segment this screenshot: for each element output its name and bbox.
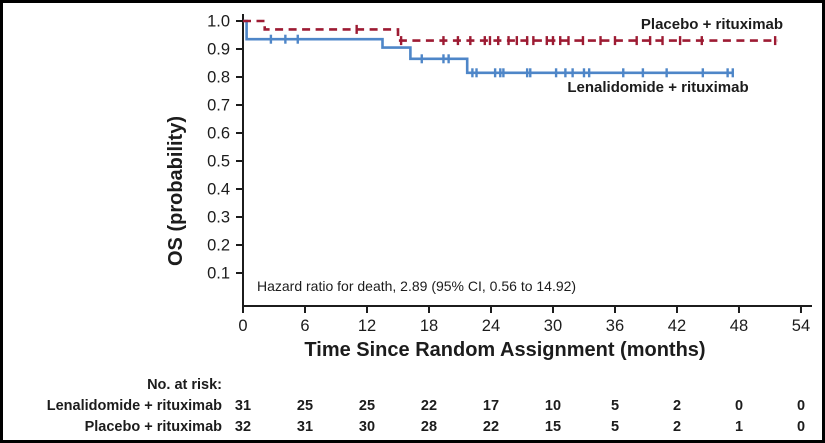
at-risk-value: 15 xyxy=(545,419,561,435)
y-tick-label: 0.7 xyxy=(207,97,230,115)
at-risk-value: 5 xyxy=(611,419,619,435)
lenalidomide-series-label: Lenalidomide + rituximab xyxy=(567,79,748,96)
at-risk-values: 31 25 25 22 17 10 5 2 0 032 31 30 28 22 15 5 2 1 0 xyxy=(235,398,805,435)
at-risk-value: 30 xyxy=(359,419,375,435)
x-tick-label: 54 xyxy=(792,317,810,335)
x-tick-label: 30 xyxy=(544,317,562,335)
at-risk-header: No. at risk: xyxy=(147,377,222,393)
at-risk-value: 31 xyxy=(235,398,251,414)
x-tick-label: 24 xyxy=(482,317,500,335)
y-axis-title: OS (probability) xyxy=(165,116,187,266)
x-tick-label: 18 xyxy=(420,317,438,335)
at-risk-row-label-placebo: Placebo + rituximab xyxy=(85,419,223,435)
at-risk-row-label-lenalidomide: Lenalidomide + rituximab xyxy=(47,398,222,414)
x-tick-label: 12 xyxy=(358,317,376,335)
x-tick-label: 48 xyxy=(730,317,748,335)
x-tick-label: 42 xyxy=(668,317,686,335)
y-tick-label: 0.3 xyxy=(207,209,230,227)
y-tick-label: 0.1 xyxy=(207,265,230,283)
y-tick-label: 0.8 xyxy=(207,69,230,87)
y-tick-label: 0.9 xyxy=(207,41,230,59)
lenalidomide-series-curve xyxy=(243,19,734,78)
y-axis-ticks: 1.0 0.9 0.8 0.7 0.6 0.5 0.4 0.3 0.2 0.1 xyxy=(207,13,243,283)
placebo-km-step-line xyxy=(243,19,778,42)
x-axis-title: Time Since Random Assignment (months) xyxy=(304,339,705,361)
x-tick-label: 36 xyxy=(606,317,624,335)
axes xyxy=(242,14,812,307)
y-tick-label: 0.6 xyxy=(207,125,230,143)
placebo-series-label: Placebo + rituximab xyxy=(641,16,783,33)
at-risk-value: 22 xyxy=(421,398,437,414)
at-risk-value: 0 xyxy=(797,419,805,435)
at-risk-value: 17 xyxy=(483,398,499,414)
at-risk-value: 28 xyxy=(421,419,437,435)
at-risk-value: 2 xyxy=(673,419,681,435)
at-risk-value: 10 xyxy=(545,398,561,414)
x-tick-label: 6 xyxy=(300,317,309,335)
placebo-series-curve xyxy=(243,19,778,46)
at-risk-value: 22 xyxy=(483,419,499,435)
at-risk-value: 5 xyxy=(611,398,619,414)
hazard-ratio-annotation: Hazard ratio for death, 2.89 (95% CI, 0.… xyxy=(257,278,576,294)
at-risk-value: 1 xyxy=(735,419,743,435)
at-risk-value: 31 xyxy=(297,419,313,435)
at-risk-value: 25 xyxy=(297,398,313,414)
at-risk-value: 0 xyxy=(735,398,743,414)
at-risk-table: No. at risk: Lenalidomide + rituximab Pl… xyxy=(47,377,805,435)
at-risk-value: 32 xyxy=(235,419,251,435)
lenalidomide-km-step-line xyxy=(243,19,733,75)
at-risk-value: 2 xyxy=(673,398,681,414)
x-axis-ticks: 0 6 12 18 24 30 36 42 48 54 xyxy=(238,306,810,335)
y-tick-label: 1.0 xyxy=(207,13,230,31)
x-tick-label: 0 xyxy=(238,317,247,335)
at-risk-value: 0 xyxy=(797,398,805,414)
y-tick-label: 0.2 xyxy=(207,237,230,255)
y-tick-label: 0.4 xyxy=(207,181,230,199)
at-risk-value: 25 xyxy=(359,398,375,414)
y-tick-label: 0.5 xyxy=(207,153,230,171)
